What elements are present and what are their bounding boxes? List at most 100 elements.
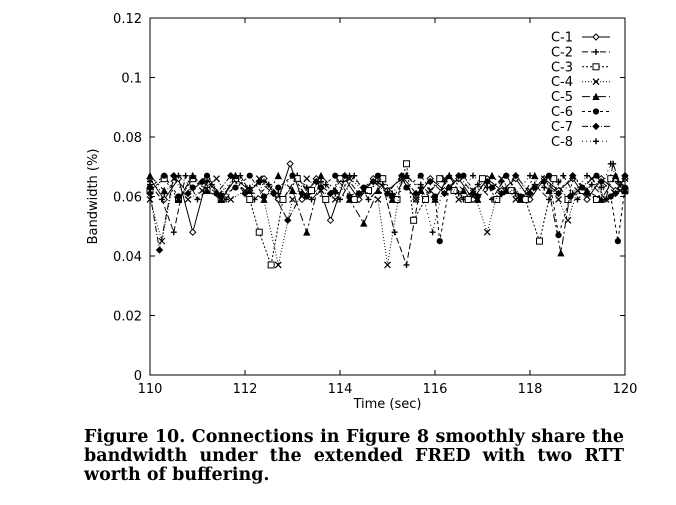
data-point bbox=[621, 184, 629, 191]
data-point bbox=[531, 171, 539, 180]
data-point bbox=[260, 193, 268, 200]
data-point bbox=[365, 187, 372, 195]
data-point bbox=[255, 228, 263, 236]
data-point bbox=[208, 181, 215, 188]
data-point bbox=[175, 193, 182, 200]
data-point bbox=[284, 216, 292, 225]
data-point bbox=[422, 195, 429, 203]
data-point bbox=[484, 184, 491, 191]
data-point bbox=[574, 196, 581, 203]
data-point bbox=[597, 195, 605, 203]
legend-label: C-3 bbox=[551, 60, 573, 75]
data-point bbox=[497, 189, 506, 198]
data-point bbox=[198, 177, 206, 186]
y-tick-label: 0.06 bbox=[113, 191, 142, 206]
data-point bbox=[146, 196, 154, 203]
data-point bbox=[474, 193, 481, 200]
data-point bbox=[588, 181, 595, 188]
data-point bbox=[246, 172, 253, 179]
legend-marker bbox=[592, 92, 600, 100]
data-point bbox=[317, 171, 325, 180]
series-c-6 bbox=[146, 172, 629, 245]
legend-label: C-7 bbox=[551, 120, 573, 135]
x-tick-label: 114 bbox=[328, 382, 353, 397]
data-point bbox=[374, 196, 382, 203]
data-point bbox=[308, 196, 315, 203]
data-point bbox=[312, 177, 320, 186]
data-point bbox=[598, 184, 605, 191]
data-point bbox=[170, 229, 177, 236]
data-point bbox=[265, 181, 272, 188]
data-point bbox=[554, 189, 563, 198]
data-point bbox=[360, 184, 367, 191]
data-point bbox=[536, 237, 543, 245]
data-point bbox=[440, 189, 449, 198]
data-point bbox=[450, 187, 458, 195]
data-point bbox=[279, 195, 287, 203]
data-point bbox=[274, 261, 282, 269]
data-point bbox=[560, 172, 567, 179]
data-point bbox=[403, 160, 410, 168]
data-point bbox=[203, 186, 211, 194]
data-point bbox=[275, 184, 282, 191]
data-point bbox=[346, 172, 353, 179]
data-point bbox=[541, 184, 548, 191]
data-point bbox=[161, 190, 168, 197]
data-point bbox=[512, 190, 519, 197]
data-point bbox=[584, 172, 590, 179]
data-point bbox=[383, 189, 392, 198]
series-c-7 bbox=[146, 171, 629, 254]
data-point bbox=[182, 172, 189, 179]
legend: C-1C-2C-3C-4C-5C-6C-7C-8 bbox=[551, 31, 610, 150]
data-point bbox=[550, 175, 558, 183]
data-point bbox=[569, 171, 577, 180]
data-point bbox=[417, 184, 424, 191]
data-point bbox=[189, 171, 197, 180]
x-tick-label: 120 bbox=[613, 382, 638, 397]
data-point bbox=[379, 181, 386, 188]
data-point bbox=[583, 195, 591, 204]
legend-marker bbox=[592, 108, 600, 115]
data-point bbox=[146, 189, 154, 198]
data-point bbox=[158, 196, 165, 203]
data-point bbox=[503, 172, 510, 179]
y-tick-label: 0.1 bbox=[121, 72, 142, 87]
data-point bbox=[274, 171, 282, 180]
data-point bbox=[261, 178, 267, 185]
data-point bbox=[526, 189, 534, 198]
data-point bbox=[184, 189, 192, 198]
data-point bbox=[441, 178, 448, 185]
data-point bbox=[479, 175, 486, 183]
data-point bbox=[412, 189, 420, 198]
data-point bbox=[255, 177, 263, 186]
data-point bbox=[545, 186, 553, 194]
series-c-8 bbox=[147, 160, 628, 236]
data-point bbox=[232, 172, 239, 179]
data-point bbox=[303, 193, 310, 200]
chart-figure: 110 112 114 116 118 120 0 0.02 0.04 0.06 0.08 0.1 0.… bbox=[86, 12, 638, 412]
data-point bbox=[212, 189, 221, 198]
data-point bbox=[155, 246, 164, 254]
data-point bbox=[464, 195, 472, 203]
data-point bbox=[622, 190, 628, 197]
data-point bbox=[227, 196, 235, 203]
data-point bbox=[445, 171, 453, 180]
data-point bbox=[374, 172, 382, 179]
legend-marker bbox=[592, 33, 600, 41]
data-point bbox=[403, 172, 410, 179]
data-point bbox=[470, 172, 476, 179]
data-point bbox=[583, 189, 591, 198]
data-point bbox=[293, 175, 301, 183]
data-point bbox=[502, 186, 510, 194]
data-point bbox=[611, 189, 620, 198]
data-point bbox=[147, 178, 153, 185]
data-point bbox=[403, 261, 410, 268]
data-point bbox=[189, 184, 196, 191]
data-point bbox=[158, 237, 166, 245]
data-point bbox=[545, 172, 553, 179]
data-point bbox=[455, 196, 463, 203]
data-point bbox=[355, 189, 363, 198]
data-point bbox=[360, 219, 368, 227]
legend-marker bbox=[592, 63, 600, 71]
data-point bbox=[346, 193, 353, 200]
